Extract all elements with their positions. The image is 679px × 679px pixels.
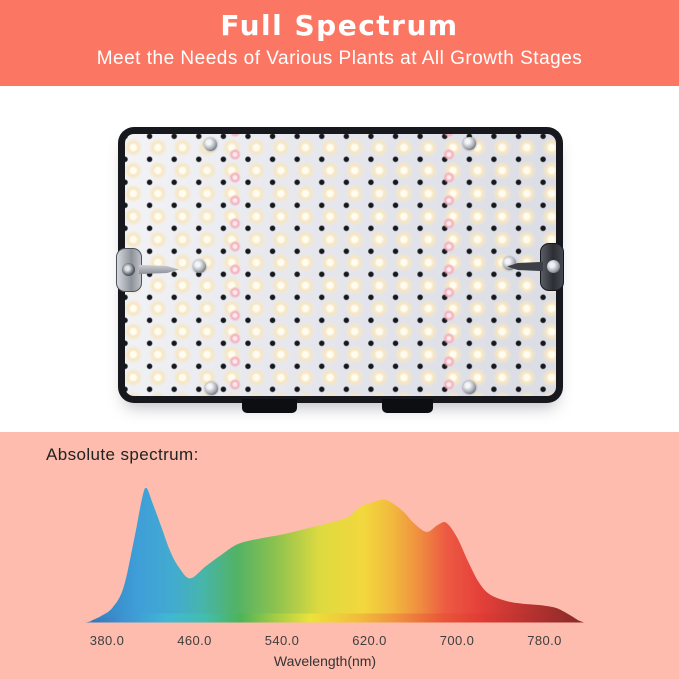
x-tick-labels: 380.0 460.0 540.0 620.0 700.0 780.0 [90, 633, 562, 648]
bracket-stem [139, 264, 179, 275]
screw-bottom-left [205, 382, 218, 395]
spectrum-section: Absolute spectrum: 380.0 460.0 540.0 620.0 7… [0, 432, 679, 679]
screw-top-right [463, 137, 476, 150]
x-axis-title: Wavelength(nm) [274, 653, 376, 669]
header-banner: Full Spectrum Meet the Needs of Various … [0, 0, 679, 86]
mounting-bracket-right [504, 243, 568, 293]
page-subtitle: Meet the Needs of Various Plants at All … [96, 48, 583, 70]
screw-bottom-right [463, 381, 476, 394]
bracket-screw [547, 260, 560, 273]
spectrum-chart: 380.0 460.0 540.0 620.0 700.0 780.0 Wavelengt… [86, 487, 584, 669]
bracket-standoff-screw-left [193, 260, 206, 273]
bracket-stem [507, 261, 543, 272]
led-panel-face [125, 134, 556, 396]
bottom-connector-right [382, 399, 433, 413]
x-tick-label: 380.0 [90, 633, 125, 648]
x-tick-label: 700.0 [440, 633, 475, 648]
red-led-column-left [228, 134, 242, 396]
red-led-column-right [442, 134, 456, 396]
bracket-screw [122, 263, 135, 276]
x-tick-label: 540.0 [265, 633, 300, 648]
bottom-connector-left [242, 399, 297, 413]
led-panel [116, 127, 564, 413]
x-tick-label: 780.0 [527, 633, 562, 648]
product-photo-section [0, 86, 679, 432]
screw-top-left [204, 138, 217, 151]
spectrum-curve [90, 487, 578, 621]
spectrum-heading: Absolute spectrum: [46, 445, 199, 464]
mounting-bracket-left [112, 248, 182, 294]
x-tick-label: 460.0 [177, 633, 212, 648]
x-tick-label: 620.0 [352, 633, 387, 648]
page-title: Full Spectrum [220, 9, 459, 42]
spectrum-axis-bar [86, 613, 584, 623]
